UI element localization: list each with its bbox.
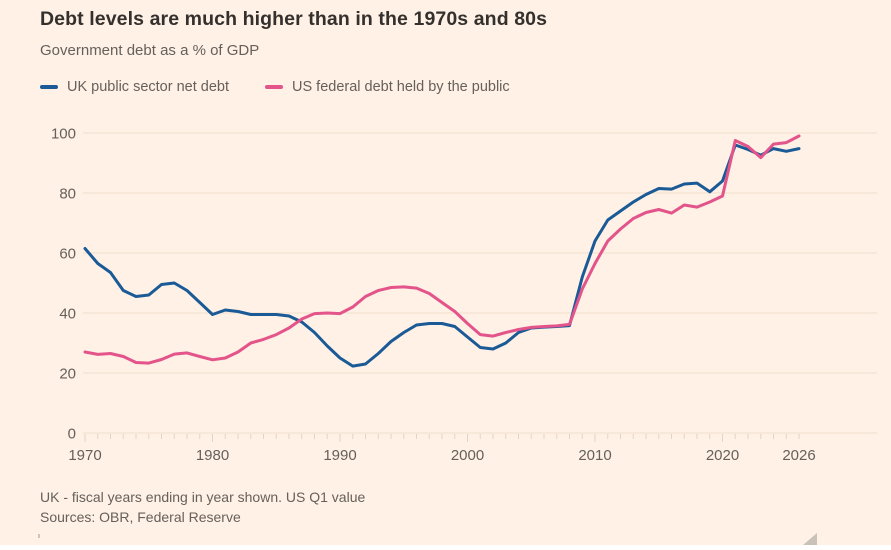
us-line-swatch-icon bbox=[265, 85, 284, 89]
chart-title: Debt levels are much higher than in the … bbox=[40, 8, 548, 30]
y-axis-label: 60 bbox=[59, 246, 76, 263]
us-debt-line bbox=[83, 134, 801, 365]
y-axis-label: 0 bbox=[68, 426, 76, 443]
x-axis-label: 2020 bbox=[706, 447, 739, 464]
chart-legend: UK public sector net debt US federal deb… bbox=[40, 79, 510, 95]
x-axis-label: 2000 bbox=[451, 447, 484, 464]
x-axis-label: 2010 bbox=[578, 447, 611, 464]
legend-label-us: US federal debt held by the public bbox=[292, 79, 510, 95]
x-axis-label: 2026 bbox=[782, 447, 815, 464]
bottom-bar bbox=[0, 545, 891, 550]
resize-handle-icon[interactable] bbox=[803, 533, 817, 545]
uk-debt-line bbox=[83, 143, 801, 368]
legend-item-us: US federal debt held by the public bbox=[265, 79, 510, 95]
y-axis-label: 20 bbox=[59, 366, 76, 383]
x-axis-label: 1970 bbox=[68, 447, 101, 464]
legend-item-uk: UK public sector net debt bbox=[40, 79, 229, 95]
x-axis-label: 1990 bbox=[323, 447, 356, 464]
y-axis-label: 100 bbox=[51, 126, 76, 143]
chart-subtitle: Government debt as a % of GDP bbox=[40, 42, 260, 59]
uk-line-swatch-icon bbox=[40, 85, 58, 89]
chart-footnote: UK - fiscal years ending in year shown. … bbox=[40, 489, 366, 505]
y-axis-label: 40 bbox=[59, 306, 76, 323]
stray-mark bbox=[38, 534, 40, 538]
x-axis-label: 1980 bbox=[196, 447, 229, 464]
y-axis-label: 80 bbox=[59, 186, 76, 203]
legend-label-uk: UK public sector net debt bbox=[67, 79, 230, 95]
chart-source: Sources: OBR, Federal Reserve bbox=[40, 509, 241, 525]
